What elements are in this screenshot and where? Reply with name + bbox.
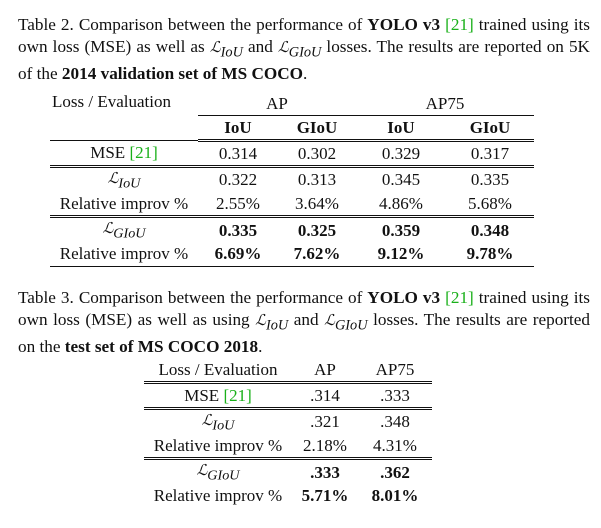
row-label: Relative improv % <box>144 434 292 461</box>
citation-link[interactable]: [21] <box>129 143 158 162</box>
row-label: Relative improv % <box>50 192 198 219</box>
table2-header-row-1: Loss / Evaluation AP AP75 <box>50 92 534 141</box>
table-row: Relative improv % 2.55% 3.64% 4.86% 5.68… <box>50 192 534 219</box>
citation-link[interactable]: [21] <box>223 385 252 405</box>
row-label: MSE [21] <box>144 382 292 410</box>
table-row: ℒIoU 0.322 0.313 0.345 0.335 <box>50 167 534 193</box>
row-label: Relative improv % <box>153 486 283 506</box>
citation-link[interactable]: [21] <box>445 288 474 307</box>
giou-header: GIoU <box>446 115 534 142</box>
table-row: Relative improv % 2.18% 4.31% <box>144 434 432 461</box>
loss-giou-symbol: ℒGIoU <box>324 311 368 334</box>
dataset-name: test set of MS COCO 2018 <box>64 337 259 357</box>
table3-label: Table 3. <box>18 288 74 307</box>
model-name: YOLO v3 <box>367 288 441 307</box>
table-row: ℒIoU .321 .348 <box>144 409 432 435</box>
table2-header-row-2: IoU GIoU IoU GIoU <box>50 115 534 142</box>
dataset-name: 2014 validation set of MS COCO <box>61 64 304 84</box>
iou-header: IoU <box>356 115 446 142</box>
loss-eval-header: Loss / Evaluation <box>144 358 292 384</box>
table-row: Relative improv % 5.71% 8.01% <box>144 485 432 508</box>
model-name: YOLO v3 <box>367 15 441 34</box>
table-row: Relative improv % 6.69% 7.62% 9.12% 9.78… <box>50 242 534 267</box>
table2-caption: Table 2. Comparison between the performa… <box>18 15 590 84</box>
iou-header: IoU <box>198 115 278 142</box>
row-label: ℒIoU <box>107 169 141 192</box>
ap75-header: AP75 <box>358 358 432 384</box>
table-row: ℒGIoU 0.335 0.325 0.359 0.348 <box>50 217 534 243</box>
row-label: Relative improv % <box>50 242 198 267</box>
loss-iou-symbol: ℒIoU <box>209 38 243 61</box>
row-label: ℒIoU <box>201 411 235 434</box>
ap75-header: AP75 <box>425 93 465 113</box>
ap-header: AP <box>266 93 288 113</box>
row-label: MSE [21] <box>50 140 198 168</box>
table3-caption: Table 3. Comparison between the performa… <box>18 288 591 357</box>
table3: Loss / Evaluation AP AP75 MSE [21] .314 … <box>144 358 432 508</box>
loss-eval-header: Loss / Evaluation <box>50 92 198 141</box>
giou-header: GIoU <box>278 115 356 142</box>
table2: Loss / Evaluation AP AP75 IoU GIoU IoU G… <box>50 92 534 267</box>
table-row: MSE [21] 0.314 0.302 0.329 0.317 <box>50 140 534 168</box>
ap-header: AP <box>292 358 358 384</box>
loss-iou-symbol: ℒIoU <box>255 311 289 334</box>
loss-giou-symbol: ℒGIoU <box>277 38 322 61</box>
row-label: ℒGIoU <box>196 461 240 484</box>
row-label: ℒGIoU <box>102 219 146 242</box>
table-row: ℒGIoU .333 .362 <box>144 459 432 485</box>
table-row: MSE [21] .314 .333 <box>144 382 432 410</box>
citation-link[interactable]: [21] <box>445 15 474 34</box>
table2-label: Table 2. <box>18 15 74 34</box>
table3-header-row: Loss / Evaluation AP AP75 <box>144 358 432 384</box>
